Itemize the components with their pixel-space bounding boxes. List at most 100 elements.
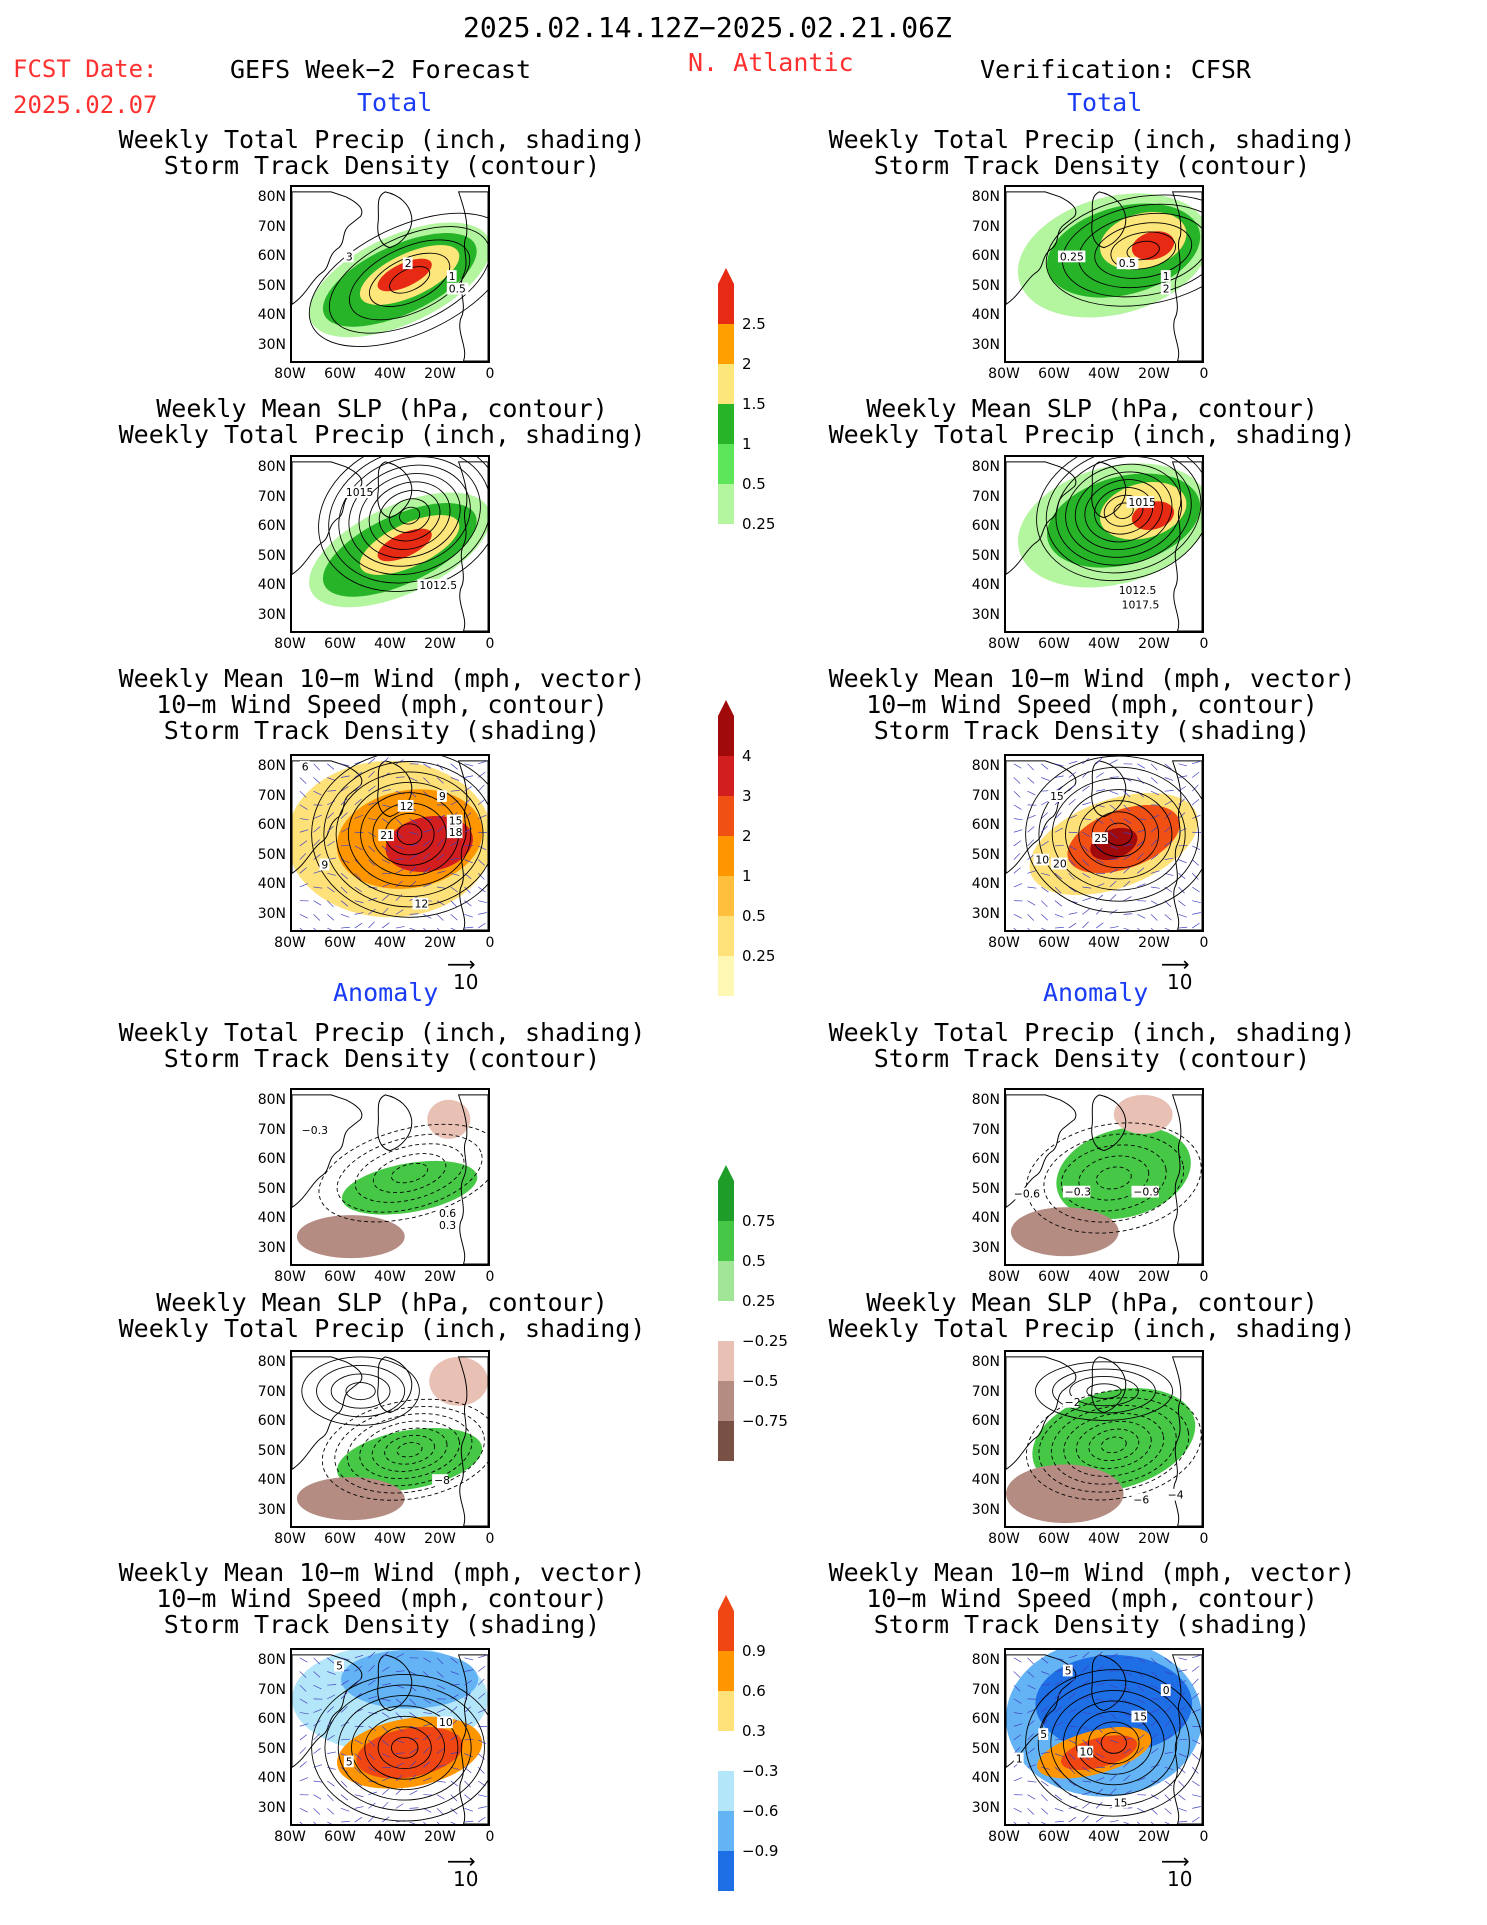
colorbar-swatch [718, 1691, 734, 1731]
title-line: 10−m Wind Speed (mph, contour) [866, 1584, 1318, 1613]
title-line: Weekly Total Precip (inch, shading) [118, 420, 646, 449]
lon-tick-label: 20W [1138, 636, 1170, 652]
lon-tick-label: 40W [374, 1829, 406, 1845]
contour-label: 15 [1131, 1710, 1148, 1723]
svg-text:25: 25 [1094, 832, 1108, 845]
colorbar-swatch [718, 1731, 734, 1771]
lat-tick-label: 60N [257, 1151, 286, 1167]
svg-text:2: 2 [405, 257, 412, 270]
lat-tick-label: 50N [971, 1442, 1000, 1459]
contour-label: 0.5 [1116, 257, 1139, 270]
lat-tick-label: 30N [257, 1239, 286, 1256]
contour-label: 12 [412, 898, 429, 911]
colorbar-swatch [718, 364, 734, 404]
svg-text:1: 1 [449, 270, 456, 283]
lon-tick-label: 40W [1088, 935, 1120, 951]
title-line: Storm Track Density (shading) [163, 1610, 601, 1639]
colorbar-swatch [718, 484, 734, 524]
fcst-date-value: 2025.02.07 [13, 91, 158, 119]
lat-tick-label: 50N [257, 1442, 286, 1459]
lon-tick-label: 40W [374, 935, 406, 951]
contour-label: 5 [343, 1755, 354, 1768]
colorbar-tick-label: 0.5 [742, 475, 766, 493]
colorbar-tick-label: 0.25 [742, 515, 776, 533]
fcst-date-label: FCST Date: [13, 55, 158, 83]
lon-tick-label: 60W [1038, 1531, 1070, 1547]
lat-tick-label: 40N [257, 307, 286, 323]
svg-text:5: 5 [1065, 1664, 1072, 1677]
map-panel-r3: 15 25 10 20 [1004, 754, 1204, 932]
lon-tick-label: 80W [988, 935, 1020, 951]
panel-title-r3: Weekly Mean 10−m Wind (mph, vector) 10−m… [812, 666, 1372, 744]
section-total-left: Total [357, 88, 433, 117]
lat-tick-label: 40N [971, 577, 1000, 593]
colorbar-precip-total: 2.5 2 1.5 1 0.5 0.25 [718, 268, 838, 533]
lat-tick-label: 50N [971, 547, 1000, 564]
lat-tick-label: 80N [971, 189, 1000, 205]
contour-label: 1015 [343, 486, 373, 499]
contour-label: 10 [1077, 1746, 1093, 1759]
lon-tick-label: 60W [1038, 366, 1070, 382]
svg-text:12: 12 [400, 800, 414, 813]
lon-tick-label: 40W [1088, 1269, 1120, 1285]
lat-tick-label: 70N [257, 1681, 286, 1698]
lat-tick-label: 60N [971, 518, 1000, 534]
lon-tick-label: 0 [485, 1531, 495, 1547]
lon-tick-label: 40W [374, 1269, 406, 1285]
colorbar-tick-label: −0.6 [742, 1802, 779, 1820]
contour-label: 0.6 [437, 1207, 459, 1220]
svg-text:1015: 1015 [346, 486, 373, 499]
svg-text:−0.6: −0.6 [1014, 1188, 1040, 1201]
lat-tick-label: 60N [971, 248, 1000, 264]
colorbar-swatch [718, 1301, 734, 1341]
svg-text:3: 3 [346, 250, 353, 263]
map-panel-r6: 5 0 15 5 10 1 15 [1004, 1648, 1204, 1826]
svg-text:21: 21 [380, 829, 394, 842]
lon-tick-label: 60W [324, 1829, 356, 1845]
colorbar-swatch [718, 1221, 734, 1261]
colorbar-svg [718, 700, 734, 996]
lat-tick-label: 30N [257, 1501, 286, 1518]
svg-text:1: 1 [1016, 1752, 1023, 1765]
title-line: Weekly Mean 10−m Wind (mph, vector) [828, 1558, 1356, 1587]
lat-tick-label: 40N [257, 1770, 286, 1786]
title-line: Weekly Mean 10−m Wind (mph, vector) [118, 1558, 646, 1587]
lon-tick-label: 60W [1038, 935, 1070, 951]
map-plot: 1015 1012.5 1017.5 [1006, 457, 1202, 631]
svg-text:−0.9: −0.9 [1133, 1186, 1159, 1199]
lon-tick-label: 80W [274, 1269, 306, 1285]
colorbar-tick-label: 0.5 [742, 1252, 766, 1270]
map-plot: 3 2 10.5 [292, 191, 488, 361]
lon-tick-label: 20W [1138, 1531, 1170, 1547]
lon-tick-label: 20W [424, 366, 456, 382]
svg-text:1015: 1015 [1129, 496, 1156, 509]
lon-tick-label: 0 [1199, 366, 1209, 382]
title-line: 10−m Wind Speed (mph, contour) [156, 690, 608, 719]
colorbar-tick-label: 0.5 [742, 907, 766, 925]
svg-text:9: 9 [321, 858, 328, 871]
contour-label: 15 [446, 814, 463, 827]
colorbar-svg [718, 1595, 734, 1891]
panel-title-l5: Weekly Mean SLP (hPa, contour) Weekly To… [102, 1290, 662, 1342]
arrow-right-icon: ⟶ [1161, 952, 1190, 976]
contour-label: 1 [1013, 1752, 1024, 1765]
lat-tick-label: 30N [257, 905, 286, 922]
title-line: Weekly Total Precip (inch, shading) [828, 420, 1356, 449]
contour-label: −2 [1062, 1396, 1081, 1409]
vector-ref-r3: ⟶ 10 [1161, 952, 1192, 994]
title-line: Weekly Mean SLP (hPa, contour) [156, 1288, 608, 1317]
colorbar-svg [718, 268, 734, 524]
lon-tick-label: 80W [274, 935, 306, 951]
map-panel-l4: −0.3 0.6 0.3 [290, 1088, 490, 1266]
title-line: 10−m Wind Speed (mph, contour) [156, 1584, 608, 1613]
svg-text:2: 2 [1163, 283, 1170, 296]
lat-tick-label: 30N [971, 606, 1000, 623]
contour-label: 5 [1038, 1728, 1049, 1741]
title-line: Storm Track Density (contour) [873, 151, 1311, 180]
map-panel-l1: 3 2 1 0.5 [290, 185, 490, 363]
svg-text:−0.3: −0.3 [1065, 1186, 1091, 1199]
lat-tick-label: 50N [971, 1740, 1000, 1757]
colorbar-tick-label: 2.5 [742, 315, 766, 333]
svg-text:−8: −8 [434, 1474, 450, 1487]
lat-tick-label: 80N [257, 189, 286, 205]
